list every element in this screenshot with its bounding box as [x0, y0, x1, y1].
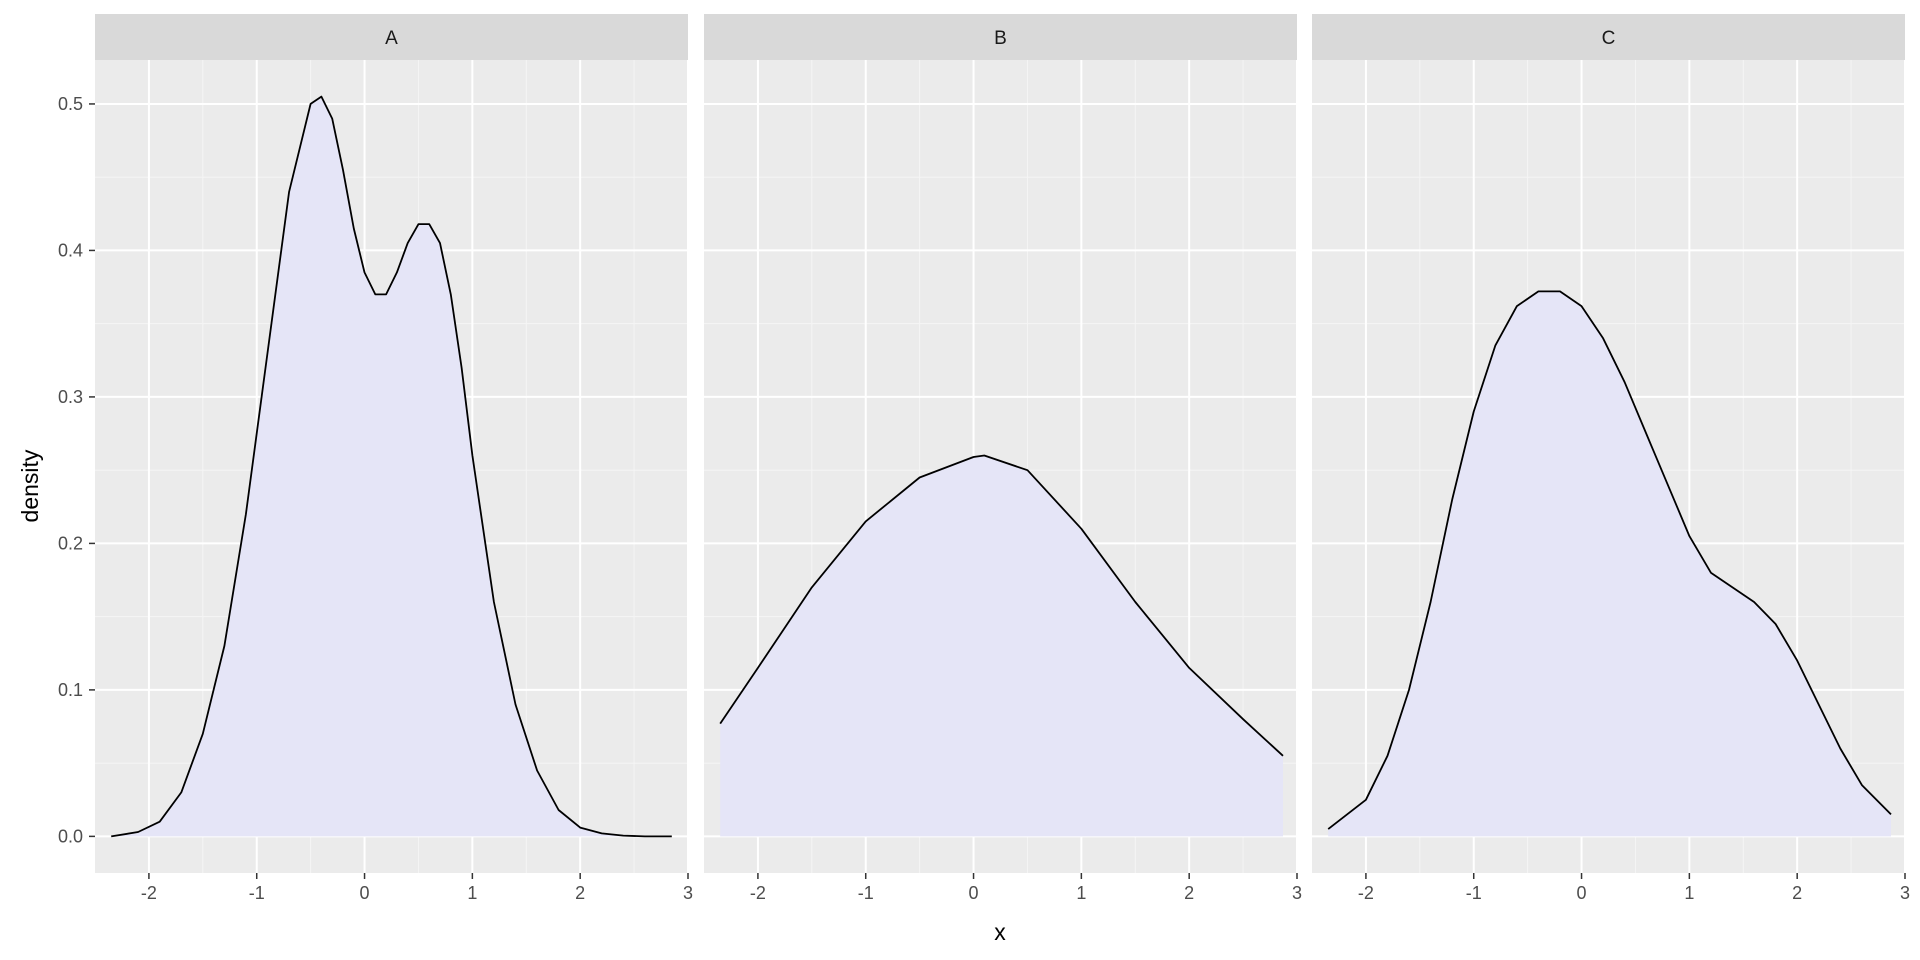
facet-panels: A -2 -1 0 1 2 3 B -2 -1 0 1 2 3 C -2 -1 0 1 2 3	[95, 14, 1910, 903]
y-tick-label: 0.1	[58, 680, 83, 700]
facet-strip	[704, 14, 1297, 60]
x-tick-label: 0	[360, 883, 370, 903]
y-tick-label: 0.4	[58, 240, 83, 260]
facet-panel-A: A -2 -1 0 1 2 3	[95, 14, 693, 903]
facet-strip	[95, 14, 688, 60]
density-line-A	[111, 95, 672, 838]
density-line-B	[719, 454, 1284, 757]
density-area-B	[720, 455, 1283, 837]
x-tick-label: 1	[1076, 883, 1086, 903]
facet-strip	[1312, 14, 1905, 60]
x-tick-label: -1	[1466, 883, 1482, 903]
x-tick-label: 3	[683, 883, 693, 903]
y-tick-label: 0.2	[58, 533, 83, 553]
y-tick-label: 0.3	[58, 387, 83, 407]
facet-panel-C: C -2 -1 0 1 2 3	[1312, 14, 1910, 903]
x-tick-label: 2	[1184, 883, 1194, 903]
x-tick-label: 2	[1792, 883, 1802, 903]
x-tick-label: -2	[141, 883, 157, 903]
y-tick-label: 0.0	[58, 826, 83, 846]
x-tick-label: 2	[575, 883, 585, 903]
y-tick-label: 0.5	[58, 94, 83, 114]
facet-strip-label: C	[1602, 28, 1616, 49]
density-area-A	[111, 96, 672, 837]
x-tick-label: 3	[1900, 883, 1910, 903]
x-tick-label: -2	[1358, 883, 1374, 903]
density-area-C	[1328, 291, 1891, 837]
facet-strip-label: B	[994, 28, 1007, 49]
density-line-C	[1327, 290, 1892, 830]
x-tick-label: -2	[750, 883, 766, 903]
x-axis-title: x	[994, 919, 1006, 945]
x-tick-label: 3	[1292, 883, 1302, 903]
y-axis: 0.0 0.1 0.2 0.3 0.4 0.5	[58, 94, 95, 846]
x-tick-label: -1	[249, 883, 265, 903]
facet-panel-B: B -2 -1 0 1 2 3	[704, 14, 1302, 903]
x-tick-label: 0	[1577, 883, 1587, 903]
x-tick-label: -1	[858, 883, 874, 903]
x-tick-label: 0	[969, 883, 979, 903]
x-tick-label: 1	[467, 883, 477, 903]
y-axis-title: density	[17, 449, 43, 522]
facet-strip-label: A	[385, 28, 398, 49]
x-tick-label: 1	[1684, 883, 1694, 903]
